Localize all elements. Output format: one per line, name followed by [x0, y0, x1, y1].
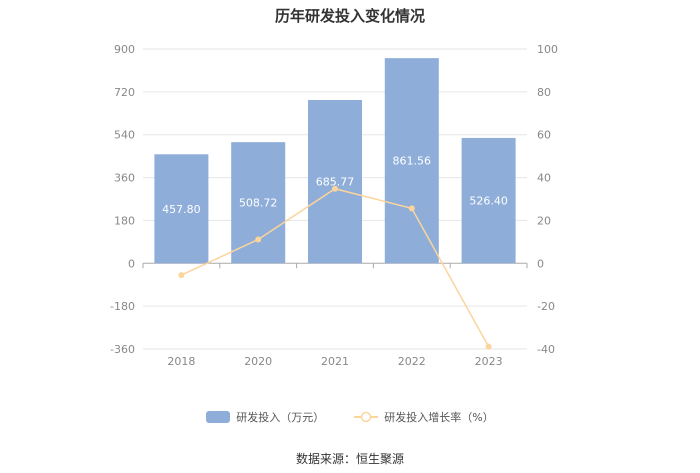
chart-title: 历年研发投入变化情况: [274, 7, 425, 25]
legend-bar-label: 研发投入（万元）: [236, 411, 325, 424]
y-right-tick-label: -20: [537, 300, 555, 313]
growth-point: [178, 272, 185, 279]
x-tick-label: 2020: [244, 355, 272, 368]
x-tick-label: 2018: [167, 355, 195, 368]
y-left-tick-label: 180: [114, 214, 135, 227]
x-tick-label: 2021: [321, 355, 349, 368]
y-left-tick-label: -180: [110, 300, 135, 313]
bar: [154, 154, 209, 264]
y-right-tick-label: 60: [537, 129, 551, 142]
bar: [461, 137, 516, 264]
bar: [384, 58, 439, 264]
legend-line-label: 研发投入增长率（%）: [384, 411, 494, 424]
y-left-tick-label: 0: [128, 257, 135, 270]
legend-item-line[interactable]: 研发投入增长率（%）: [354, 409, 494, 425]
y-left-tick-label: 720: [114, 86, 135, 99]
bar-data-label: 526.40: [469, 195, 508, 208]
legend-bar-swatch: [206, 411, 231, 423]
y-right-tick-label: 0: [537, 257, 544, 270]
y-left-tick-label: 900: [114, 43, 135, 56]
growth-point: [485, 343, 492, 350]
bar: [308, 100, 362, 264]
y-right-tick-label: 80: [537, 86, 551, 99]
x-tick-label: 2023: [475, 355, 503, 368]
y-left-tick-label: 360: [114, 172, 135, 185]
chart-plot: 900 720 540 360 180 0 -180 -360 100 80 60 40 20 0 -20 -…: [110, 43, 558, 368]
y-right-tick-label: 100: [537, 43, 558, 56]
x-tick-label: 2022: [398, 355, 426, 368]
y-left-tick-label: 540: [114, 129, 135, 142]
legend-line-swatch: [354, 411, 379, 423]
data-source: 数据来源：恒生聚源: [295, 452, 404, 466]
bar-data-label: 508.72: [239, 197, 278, 210]
bar-data-label: 457.80: [162, 203, 201, 216]
growth-point: [255, 236, 262, 243]
y-left-tick-label: -360: [110, 343, 135, 356]
bar-data-label: 861.56: [393, 155, 432, 168]
bar-data-label: 685.77: [316, 176, 355, 189]
growth-point: [408, 205, 415, 212]
growth-point: [332, 185, 338, 192]
y-right-tick-label: -40: [537, 343, 555, 356]
y-right-tick-label: 20: [537, 214, 551, 227]
y-right-tick-label: 40: [537, 172, 551, 185]
bar: [231, 142, 286, 264]
legend-item-bar[interactable]: 研发投入（万元）: [206, 409, 324, 425]
chart-legend: 研发投入（万元） 研发投入增长率（%）: [0, 409, 700, 425]
